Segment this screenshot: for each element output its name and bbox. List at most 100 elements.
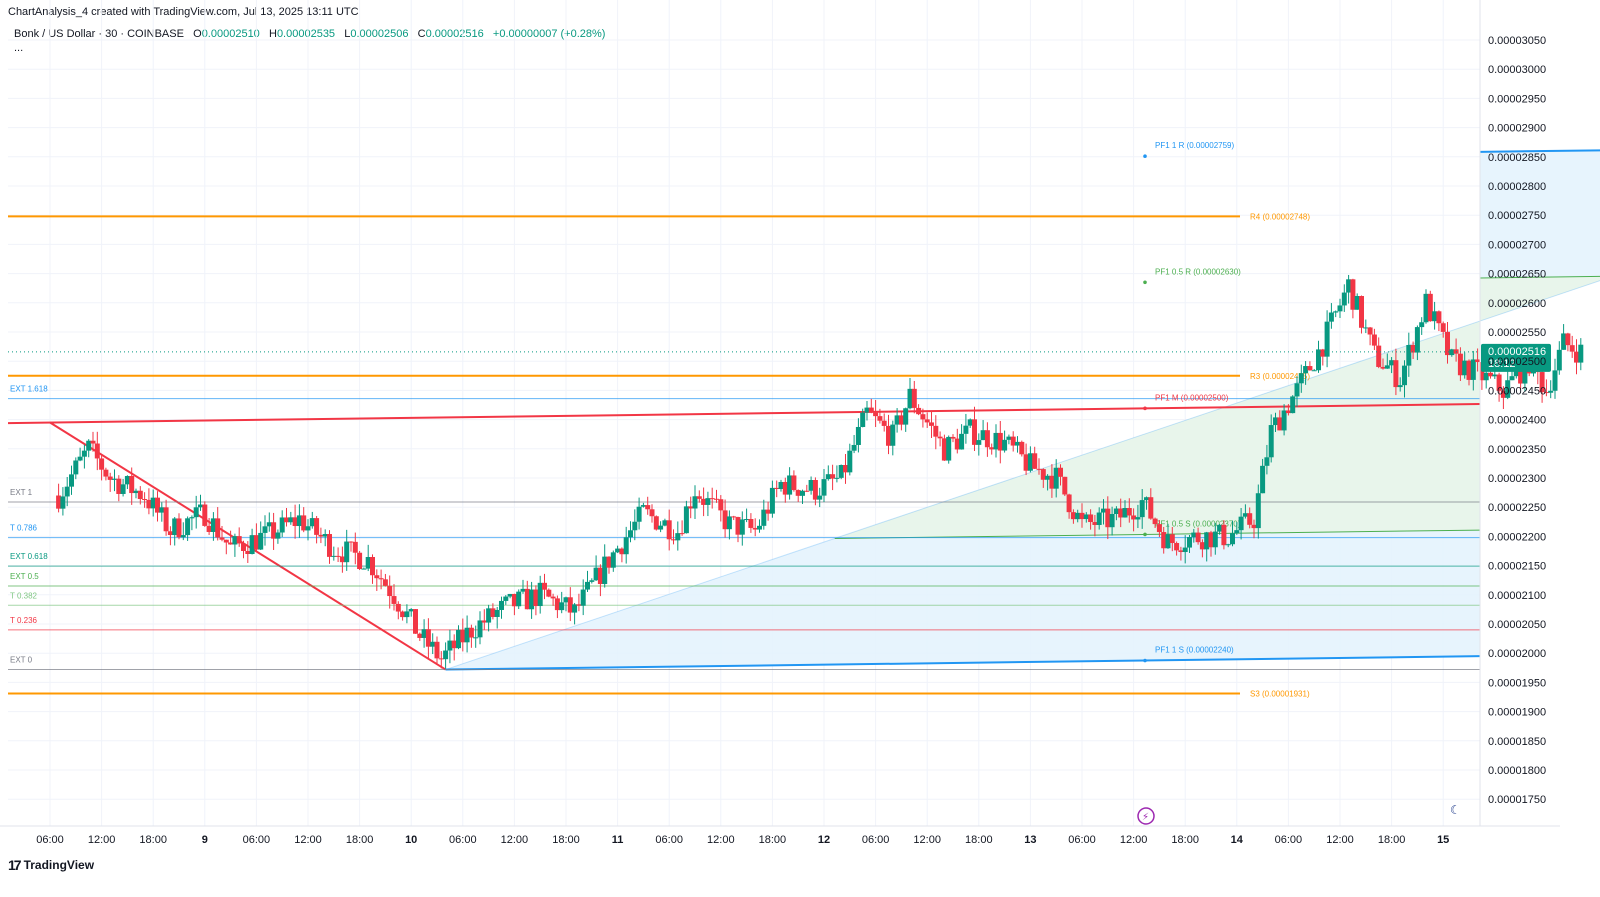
candle-body — [757, 525, 762, 530]
candle-body — [77, 456, 83, 461]
pitchfork-outer-fill — [445, 150, 1600, 670]
candle-body — [830, 474, 836, 479]
low-label: L — [344, 28, 351, 40]
candle-body — [688, 506, 694, 509]
candle-body — [1105, 508, 1111, 528]
candle-body — [898, 415, 904, 425]
pitchfork-label-dot — [1143, 154, 1147, 159]
candle-body — [864, 407, 870, 413]
candle-body — [851, 444, 857, 451]
candle-body — [774, 487, 780, 489]
candle-body — [1548, 390, 1554, 393]
close-value: 0.00002516 — [425, 28, 484, 40]
candle-body — [1002, 439, 1008, 451]
candle-body — [1371, 334, 1377, 346]
candle-body — [434, 641, 440, 659]
candle-body — [877, 416, 883, 421]
candle-body — [503, 596, 509, 601]
candle-body — [352, 541, 358, 553]
candle-body — [1152, 518, 1158, 525]
candle-body — [1457, 353, 1463, 376]
x-axis-tick-label: 18:00 — [1171, 834, 1199, 846]
candle-body — [739, 519, 745, 535]
candle-body — [172, 518, 178, 536]
candle-body — [903, 408, 909, 425]
candle-body — [911, 388, 917, 408]
tradingview-logo[interactable]: 17 TradingView — [8, 857, 94, 873]
candle-body — [481, 620, 487, 623]
candle-body — [1070, 512, 1076, 520]
candle-body — [1328, 312, 1334, 322]
pitchfork-upper-half-line — [1479, 275, 1600, 279]
candle-body — [615, 548, 621, 553]
candle-body — [1101, 508, 1106, 513]
x-axis-tick-label: 13 — [1024, 834, 1036, 846]
x-axis-tick-label: 06:00 — [449, 834, 477, 846]
candle-body — [1217, 524, 1223, 532]
candle-body — [292, 517, 298, 527]
more-options[interactable]: ... — [14, 42, 24, 54]
last-price-countdown: 18:12 — [1488, 358, 1516, 370]
candle-body — [1023, 454, 1029, 471]
candle-body — [365, 556, 371, 569]
candle-body — [1509, 376, 1515, 381]
candle-body — [271, 522, 277, 539]
candle-body — [1350, 279, 1356, 310]
candle-body — [1470, 359, 1476, 380]
candle-body — [722, 510, 728, 530]
candle-body — [456, 629, 461, 649]
candle-body — [107, 476, 113, 480]
candle-body — [847, 450, 853, 473]
candle-body — [916, 407, 922, 415]
candle-body — [1285, 410, 1291, 414]
candle-body — [241, 543, 246, 551]
symbol-legend[interactable]: Bonk / US Dollar · 30 · COINBASE O0.0000… — [14, 28, 605, 40]
candle-body — [1513, 369, 1519, 377]
candle-body — [387, 585, 393, 597]
candle-body — [417, 633, 423, 638]
candle-body — [447, 640, 453, 651]
candle-body — [1346, 279, 1352, 293]
candle-body — [1088, 514, 1094, 523]
x-axis-tick-label: 12:00 — [1120, 834, 1148, 846]
candle-body — [288, 517, 294, 523]
candle-body — [890, 424, 896, 446]
open-label: O — [193, 28, 202, 40]
candle-body — [1316, 349, 1321, 371]
pivot-level-label: R3 (0.00002475) — [1250, 372, 1310, 381]
y-axis-tick-label: 0.00002600 — [1488, 298, 1546, 310]
y-axis-tick-label: 0.00002250 — [1488, 502, 1546, 514]
candle-body — [1238, 516, 1244, 531]
candle-body — [120, 484, 126, 494]
candle-body — [94, 443, 100, 459]
candle-body — [1359, 296, 1364, 328]
candle-body — [1247, 513, 1253, 525]
y-axis-tick-label: 0.00002650 — [1488, 269, 1546, 281]
candle-body — [1075, 512, 1081, 520]
candle-body — [946, 436, 952, 461]
candle-body — [1363, 327, 1369, 329]
x-axis-tick-label: 18:00 — [1378, 834, 1406, 846]
candle-body — [1492, 374, 1498, 377]
candle-body — [1187, 537, 1192, 548]
candle-body — [1174, 543, 1180, 551]
candle-body — [653, 516, 659, 530]
pitchfork-label: PF1 0.5 S (0.00002370) — [1155, 519, 1241, 528]
candle-body — [954, 438, 960, 450]
candle-body — [679, 533, 685, 535]
candle-body — [180, 535, 186, 538]
candle-body — [370, 556, 375, 576]
candle-body — [425, 629, 431, 647]
candle-body — [116, 478, 122, 494]
candle-body — [632, 521, 638, 531]
candle-body — [980, 430, 986, 441]
candle-body — [1307, 366, 1313, 371]
x-axis-tick-label: 06:00 — [36, 834, 64, 846]
candle-body — [1389, 360, 1395, 366]
candle-body — [1144, 497, 1149, 501]
candle-body — [950, 436, 956, 439]
candle-body — [705, 498, 711, 505]
candle-body — [800, 490, 805, 496]
lightning-glyph: ⚡ — [1142, 812, 1149, 823]
